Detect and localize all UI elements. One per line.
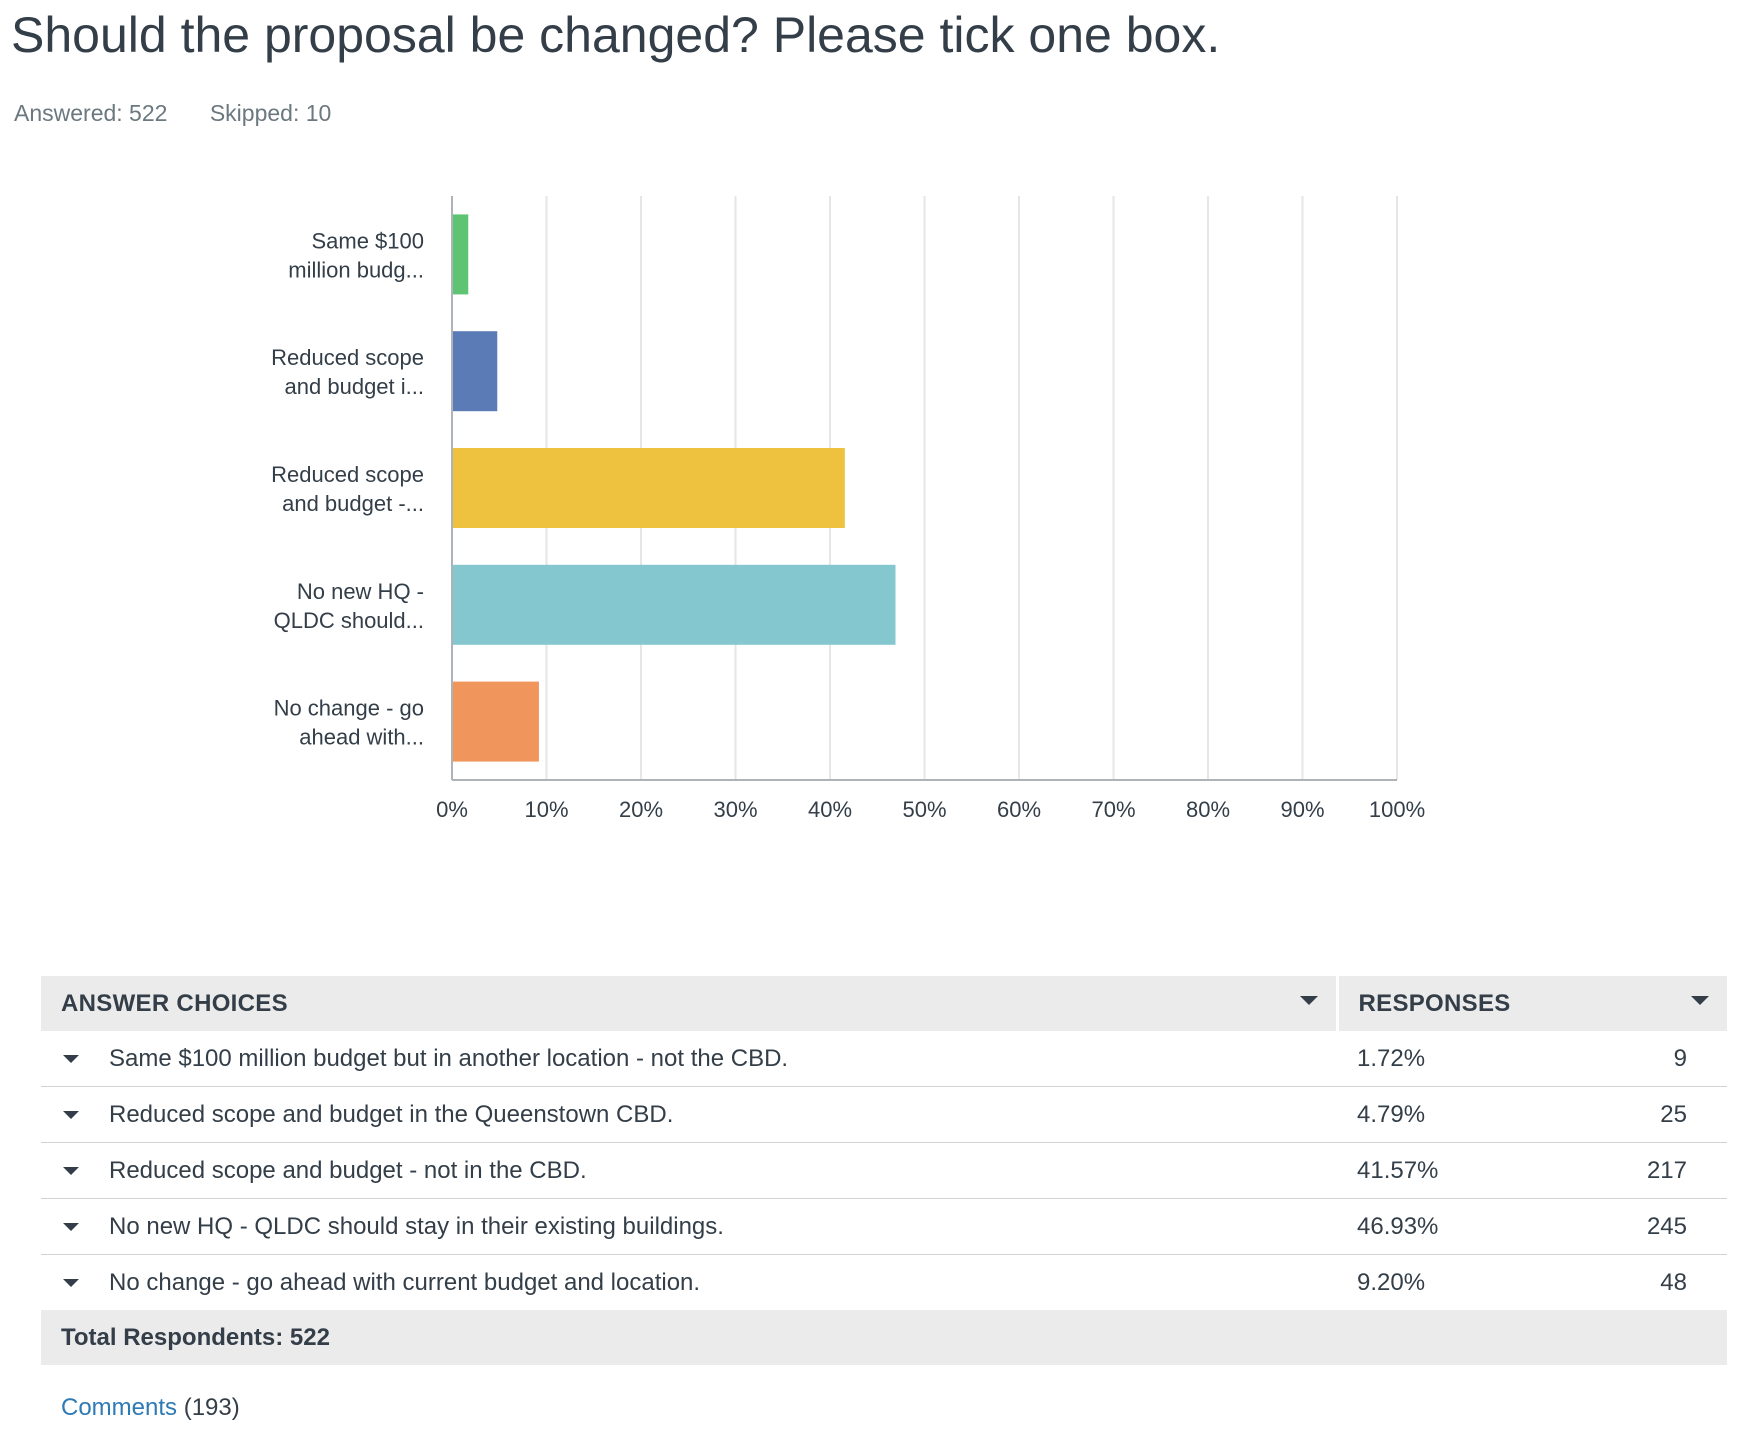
table-row: Reduced scope and budget - not in the CB… — [41, 1142, 1727, 1199]
category-label: Same $100 million budg... — [288, 228, 424, 282]
table-header-row: ANSWER CHOICES RESPONSES — [41, 976, 1727, 1031]
response-percent: 4.79% — [1337, 1086, 1577, 1143]
answer-choice-cell: Same $100 million budget but in another … — [41, 1031, 1337, 1087]
total-row: Total Respondents: 522 — [41, 1310, 1727, 1365]
answer-choice-cell: No change - go ahead with current budget… — [41, 1255, 1337, 1311]
bar — [452, 564, 896, 645]
answered-count: Answered: 522 — [14, 100, 168, 126]
skipped-count: Skipped: 10 — [209, 100, 332, 126]
expand-caret-icon[interactable] — [63, 1279, 79, 1288]
sort-caret-icon[interactable] — [1691, 996, 1709, 1005]
results-table: ANSWER CHOICES RESPONSES Same $100 milli… — [41, 976, 1727, 1365]
response-count: 48 — [1660, 1268, 1687, 1296]
response-count: 25 — [1577, 1086, 1727, 1143]
comments-link[interactable]: Comments — [61, 1394, 178, 1421]
response-percent: 46.93% — [1337, 1198, 1577, 1255]
x-tick-label: 80% — [1186, 797, 1230, 822]
response-count: 245 — [1577, 1198, 1727, 1255]
comments-section: Comments (193) — [61, 1394, 240, 1422]
expand-caret-icon[interactable] — [63, 1223, 79, 1232]
comments-count: (193) — [183, 1394, 240, 1421]
question-title: Should the proposal be changed? Please t… — [11, 7, 1221, 63]
total-respondents: Total Respondents: 522 — [41, 1310, 1727, 1365]
category-label: No change - go ahead with... — [274, 696, 424, 750]
bar — [452, 448, 845, 528]
bar-chart: Same $100 million budg... Reduced scope and… — [271, 196, 1425, 822]
answer-choices-header-label: ANSWER CHOICES — [61, 989, 288, 1017]
x-tick-label: 30% — [713, 797, 757, 822]
category-label: Reduced scope and budget i... — [271, 345, 424, 399]
response-count: 9 — [1577, 1031, 1727, 1087]
bar — [452, 681, 539, 762]
x-tick-label: 90% — [1280, 797, 1324, 822]
table-row: No change - go ahead with current budget… — [41, 1255, 1727, 1311]
response-percent: 41.57% — [1337, 1142, 1577, 1199]
response-percent: 9.20% — [1357, 1268, 1426, 1296]
answer-choice-cell: No new HQ - QLDC should stay in their ex… — [41, 1198, 1337, 1255]
response-percent: 1.72% — [1337, 1031, 1577, 1087]
expand-caret-icon[interactable] — [63, 1111, 79, 1120]
bar — [452, 214, 469, 295]
response-count: 217 — [1577, 1142, 1727, 1199]
expand-caret-icon[interactable] — [63, 1055, 79, 1064]
response-stats: Answered: 522 Skipped: 10 — [14, 100, 367, 127]
responses-header-label: RESPONSES — [1358, 989, 1511, 1017]
table-row: No new HQ - QLDC should stay in their ex… — [41, 1198, 1727, 1255]
table-row: Same $100 million budget but in another … — [41, 1031, 1727, 1087]
x-tick-label: 70% — [1091, 797, 1135, 822]
sort-caret-icon[interactable] — [1299, 996, 1318, 1005]
answer-choice-text: No new HQ - QLDC should stay in their ex… — [109, 1212, 724, 1240]
x-tick-label: 20% — [619, 797, 663, 822]
category-label: Reduced scope and budget -... — [271, 462, 424, 516]
x-tick-label: 60% — [997, 797, 1041, 822]
answer-choice-cell: Reduced scope and budget in the Queensto… — [41, 1086, 1337, 1143]
answer-choices-header[interactable]: ANSWER CHOICES — [41, 976, 1339, 1031]
answer-choice-text: Reduced scope and budget - not in the CB… — [109, 1156, 587, 1184]
answer-choice-text: Same $100 million budget but in another … — [109, 1044, 789, 1072]
x-tick-label: 50% — [902, 797, 946, 822]
answer-choice-text: Reduced scope and budget in the Queensto… — [109, 1100, 674, 1128]
x-tick-label: 10% — [524, 797, 568, 822]
expand-caret-icon[interactable] — [63, 1167, 79, 1176]
responses-header[interactable]: RESPONSES — [1337, 976, 1727, 1031]
x-tick-label: 100% — [1369, 797, 1425, 822]
table-row: Reduced scope and budget in the Queensto… — [41, 1086, 1727, 1143]
category-label: No new HQ -QLDC should... — [274, 579, 424, 633]
bar — [452, 331, 498, 412]
answer-choice-text: No change - go ahead with current budget… — [109, 1268, 701, 1296]
x-tick-label: 40% — [808, 797, 852, 822]
x-tick-label: 0% — [436, 797, 468, 822]
answer-choice-cell: Reduced scope and budget - not in the CB… — [41, 1142, 1337, 1199]
